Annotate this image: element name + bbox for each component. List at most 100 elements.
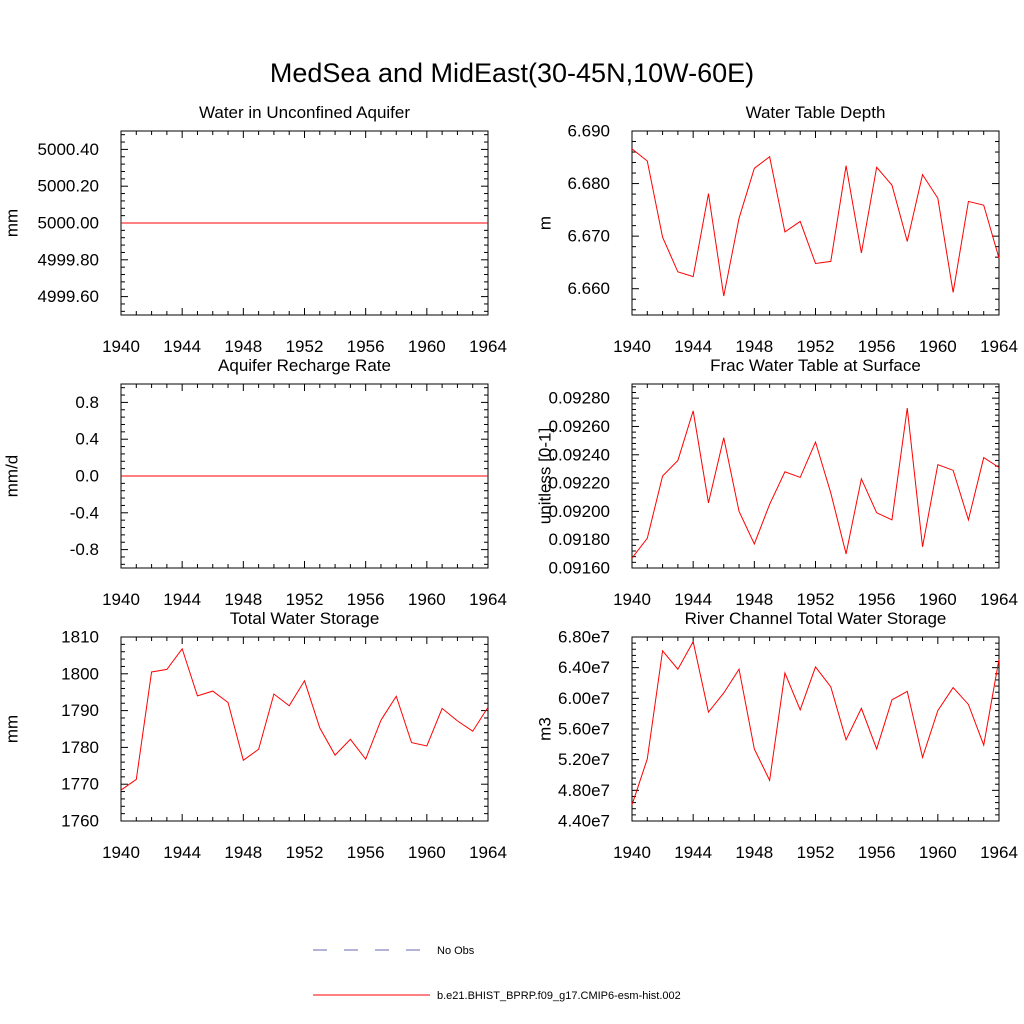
y-tick-label: 1790 — [61, 701, 99, 720]
x-tick-label: 1944 — [163, 843, 201, 862]
x-tick-label: 1956 — [858, 337, 896, 356]
x-tick-label: 1952 — [286, 337, 324, 356]
y-tick-label: 4999.80 — [38, 250, 99, 269]
y-tick-label: 0.09240 — [549, 445, 610, 464]
y-tick-label: 0.4 — [75, 430, 99, 449]
x-tick-label: 1952 — [797, 843, 835, 862]
y-tick-label: 0.8 — [75, 393, 99, 412]
y-tick-label: 0.09280 — [549, 389, 610, 408]
x-tick-label: 1940 — [613, 843, 651, 862]
x-tick-label: 1956 — [858, 590, 896, 609]
series-line — [631, 148, 1000, 297]
y-tick-label: 5.60e7 — [558, 720, 610, 739]
x-tick-label: 1948 — [735, 337, 773, 356]
y-tick-label: 6.660 — [567, 279, 610, 298]
y-tick-label: 5000.20 — [38, 177, 99, 196]
plot-frame — [120, 636, 489, 822]
y-tick-label: 5000.00 — [38, 214, 99, 233]
chart-title: Water Table Depth — [746, 103, 886, 122]
chart-panel-6: River Channel Total Water Storage m3 1940 1… — [536, 609, 1018, 862]
y-tick-label: 6.80e7 — [558, 628, 610, 647]
panels: Water in Unconfined Aquifer mm 1940 1944 194… — [3, 103, 1018, 862]
x-tick-label: 1948 — [224, 337, 262, 356]
x-tick-label: 1944 — [674, 590, 712, 609]
x-tick-label: 1960 — [919, 337, 957, 356]
x-tick-label: 1952 — [797, 590, 835, 609]
x-tick-label: 1940 — [613, 590, 651, 609]
y-tick-label: 0.09160 — [549, 559, 610, 578]
chart-title: Water in Unconfined Aquifer — [199, 103, 410, 122]
chart-panel-2: Water Table Depth m 1940 1944 1948 1952 1956 19… — [536, 103, 1018, 356]
x-tick-label: 1940 — [102, 590, 140, 609]
x-tick-label: 1964 — [469, 843, 507, 862]
x-tick-label: 1960 — [408, 337, 446, 356]
y-tick-label: 5.20e7 — [558, 750, 610, 769]
x-tick-label: 1948 — [224, 590, 262, 609]
series-line — [631, 640, 1000, 806]
chart-title: Frac Water Table at Surface — [710, 356, 921, 375]
chart-title: River Channel Total Water Storage — [685, 609, 947, 628]
x-tick-label: 1964 — [980, 337, 1018, 356]
x-tick-label: 1960 — [408, 590, 446, 609]
series-line — [631, 407, 1000, 559]
plot-frame — [631, 383, 1000, 569]
y-tick-label: 6.670 — [567, 227, 610, 246]
y-axis-label: mm — [3, 209, 22, 237]
y-tick-label: 6.40e7 — [558, 658, 610, 677]
x-tick-label: 1964 — [469, 590, 507, 609]
x-tick-label: 1956 — [347, 843, 385, 862]
y-axis-label: m3 — [536, 717, 555, 741]
x-tick-label: 1952 — [286, 590, 324, 609]
y-axis-label: m — [536, 216, 555, 230]
chart-panel-4: Frac Water Table at Surface unitless [0-1… — [536, 356, 1018, 609]
chart-panel-3: Aquifer Recharge Rate mm/d 1940 1944 1948 195… — [3, 356, 507, 609]
plot-frame — [631, 130, 1000, 316]
x-tick-label: 1960 — [919, 843, 957, 862]
chart-title: Total Water Storage — [230, 609, 380, 628]
legend-model-label: b.e21.BHIST_BPRP.f09_g17.CMIP6-esm-hist.… — [437, 990, 681, 1002]
y-axis-label: mm/d — [3, 455, 22, 498]
y-tick-label: 4.80e7 — [558, 781, 610, 800]
y-tick-label: 1800 — [61, 664, 99, 683]
y-tick-label: 6.690 — [567, 122, 610, 141]
y-tick-label: 0.0 — [75, 467, 99, 486]
x-tick-label: 1960 — [919, 590, 957, 609]
x-tick-label: 1944 — [163, 337, 201, 356]
x-tick-label: 1940 — [613, 337, 651, 356]
y-tick-label: 0.09260 — [549, 417, 610, 436]
x-tick-label: 1948 — [735, 843, 773, 862]
y-tick-label: 1760 — [61, 812, 99, 831]
x-tick-label: 1964 — [469, 337, 507, 356]
x-tick-label: 1940 — [102, 843, 140, 862]
legend-obs-label: No Obs — [437, 945, 475, 957]
y-tick-label: 0.09180 — [549, 530, 610, 549]
x-tick-label: 1956 — [347, 590, 385, 609]
plot-frame — [631, 636, 1000, 822]
x-tick-label: 1952 — [286, 843, 324, 862]
x-tick-label: 1948 — [735, 590, 773, 609]
y-axis-label: unitless [0-1] — [536, 428, 555, 524]
x-tick-label: 1964 — [980, 843, 1018, 862]
y-tick-label: 6.00e7 — [558, 689, 610, 708]
x-tick-label: 1944 — [163, 590, 201, 609]
x-tick-label: 1940 — [102, 337, 140, 356]
chart-panel-5: Total Water Storage mm 1940 1944 1948 1952 195… — [3, 609, 507, 862]
y-tick-label: 5000.40 — [38, 140, 99, 159]
x-tick-label: 1944 — [674, 337, 712, 356]
y-tick-label: 1780 — [61, 738, 99, 757]
y-tick-label: 0.09200 — [549, 502, 610, 521]
x-tick-label: 1956 — [347, 337, 385, 356]
y-tick-label: 6.680 — [567, 174, 610, 193]
chart-title: Aquifer Recharge Rate — [218, 356, 391, 375]
y-tick-label: 4999.60 — [38, 287, 99, 306]
series-line — [120, 647, 489, 791]
y-axis-label: mm — [3, 715, 22, 743]
x-tick-label: 1944 — [674, 843, 712, 862]
y-tick-label: 0.09220 — [549, 474, 610, 493]
x-tick-label: 1964 — [980, 590, 1018, 609]
y-tick-label: -0.8 — [70, 540, 99, 559]
page-title: MedSea and MidEast(30-45N,10W-60E) — [270, 58, 754, 88]
chart-panel-1: Water in Unconfined Aquifer mm 1940 1944 194… — [3, 103, 507, 356]
x-tick-label: 1960 — [408, 843, 446, 862]
y-tick-label: 4.40e7 — [558, 812, 610, 831]
